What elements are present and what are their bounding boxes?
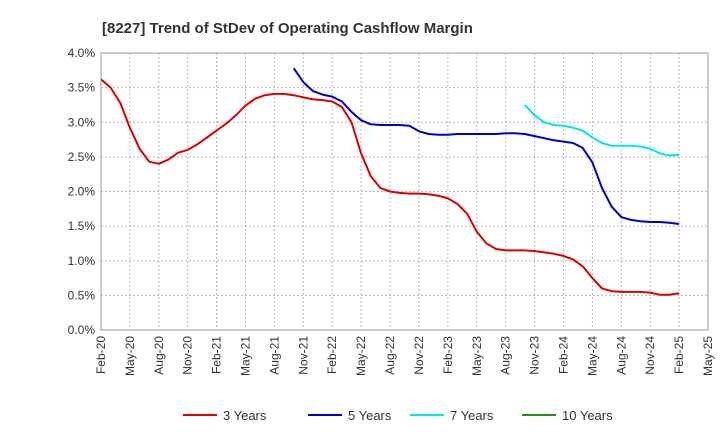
- legend-item-5-years: 5 Years: [308, 408, 392, 423]
- grid: [101, 53, 708, 330]
- legend-item-10-years: 10 Years: [522, 408, 613, 423]
- y-tick-label: 4.0%: [68, 46, 96, 60]
- legend-label: 7 Years: [450, 408, 494, 423]
- y-tick-label: 3.0%: [68, 115, 96, 129]
- plot-frame: [100, 52, 709, 331]
- y-tick-label: 2.5%: [68, 150, 96, 164]
- x-tick-label: Nov-23: [528, 336, 542, 375]
- y-tick-label: 0.5%: [68, 288, 96, 302]
- legend-item-3-years: 3 Years: [183, 408, 267, 423]
- x-tick-label: Feb-25: [672, 336, 686, 374]
- x-tick-label: Feb-20: [94, 336, 108, 374]
- x-tick-label: May-23: [470, 336, 484, 376]
- y-tick-label: 0.0%: [68, 323, 96, 337]
- x-axis: Feb-20 May-20 Aug-20 Nov-20 Feb-21 May-21 Aug-…: [94, 336, 715, 376]
- legend-item-7-years: 7 Years: [410, 408, 494, 423]
- x-tick-label: Nov-20: [181, 336, 195, 375]
- x-tick-label: Aug-23: [499, 336, 513, 375]
- x-tick-label: May-24: [585, 336, 599, 376]
- legend-label: 3 Years: [223, 408, 267, 423]
- y-tick-label: 1.5%: [68, 219, 96, 233]
- x-tick-label: Nov-21: [296, 336, 310, 375]
- plot-area: [101, 53, 708, 330]
- series-line-7-years: [524, 104, 680, 157]
- x-tick-label: Feb-24: [556, 336, 570, 374]
- x-tick-label: Nov-24: [643, 336, 657, 375]
- y-tick-label: 3.5%: [68, 81, 96, 95]
- chart-title: [8227] Trend of StDev of Operating Cashf…: [102, 20, 473, 37]
- x-tick-label: Aug-24: [614, 336, 628, 375]
- y-tick-label: 1.0%: [68, 254, 96, 268]
- legend: 3 Years 5 Years 7 Years 10 Years: [183, 408, 613, 423]
- x-tick-label: Nov-22: [412, 336, 426, 375]
- y-axis: 0.0% 0.5% 1.0% 1.5% 2.0% 2.5% 3.0% 3.5% 4.0%: [68, 46, 96, 337]
- x-tick-label: Feb-23: [441, 336, 455, 374]
- legend-label: 5 Years: [348, 408, 392, 423]
- series-group: [100, 67, 680, 296]
- x-tick-label: May-21: [239, 336, 253, 376]
- legend-label: 10 Years: [562, 408, 613, 423]
- x-tick-label: May-22: [354, 336, 368, 376]
- series-line-5-years: [292, 67, 680, 225]
- x-tick-label: Feb-22: [325, 336, 339, 374]
- x-tick-label: Aug-20: [152, 336, 166, 375]
- x-tick-label: May-25: [701, 336, 715, 376]
- x-tick-label: Aug-22: [383, 336, 397, 375]
- x-tick-label: Aug-21: [267, 336, 281, 375]
- x-tick-label: May-20: [123, 336, 137, 376]
- series-line-3-years: [100, 78, 680, 296]
- y-tick-label: 2.0%: [68, 185, 96, 199]
- x-tick-label: Feb-21: [210, 336, 224, 374]
